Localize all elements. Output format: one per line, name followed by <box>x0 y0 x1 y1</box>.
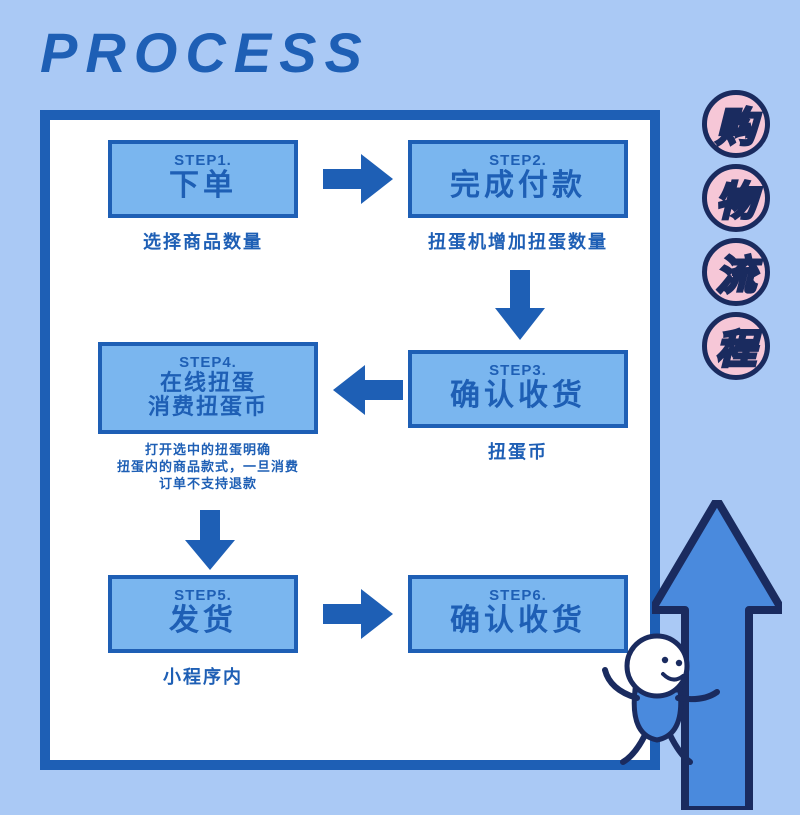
step-2-label: STEP2. <box>416 152 620 169</box>
step-3-caption: 扭蛋币 <box>408 438 628 464</box>
step-4-label: STEP4. <box>106 354 310 371</box>
badge-char: 程 <box>702 312 770 380</box>
badge-char: 购 <box>702 90 770 158</box>
step-6-main: 确认收货 <box>416 604 620 637</box>
badge-char: 物 <box>702 164 770 232</box>
step-1-box: STEP1. 下单 <box>108 140 298 218</box>
step-4-caption: 打开选中的扭蛋明确扭蛋内的商品款式，一旦消费订单不支持退款 <box>78 442 338 493</box>
step-3-box: STEP3. 确认收货 <box>408 350 628 428</box>
step-1-main: 下单 <box>116 169 290 202</box>
badge-char: 流 <box>702 238 770 306</box>
mascot-character-icon <box>595 630 725 770</box>
step-5-box: STEP5. 发货 <box>108 575 298 653</box>
process-frame: STEP1. 下单 选择商品数量 STEP2. 完成付款 扭蛋机增加扭蛋数量 S… <box>40 110 660 770</box>
arrow-down-icon <box>495 270 545 345</box>
step-2-box: STEP2. 完成付款 <box>408 140 628 218</box>
step-2-caption: 扭蛋机增加扭蛋数量 <box>398 228 638 254</box>
page-title: PROCESS <box>40 20 370 85</box>
step-1-caption: 选择商品数量 <box>108 228 298 254</box>
step-1-label: STEP1. <box>116 152 290 169</box>
step-5-caption: 小程序内 <box>108 663 298 689</box>
arrow-left-icon <box>333 365 403 420</box>
step-2-main: 完成付款 <box>416 169 620 202</box>
vertical-label: 购 物 流 程 <box>702 90 770 380</box>
arrow-right-icon <box>323 154 393 209</box>
step-3-main: 确认收货 <box>416 379 620 412</box>
step-4-box: STEP4. 在线扭蛋消费扭蛋币 <box>98 342 318 434</box>
step-4-main: 在线扭蛋消费扭蛋币 <box>106 371 310 419</box>
step-5-main: 发货 <box>116 604 290 637</box>
arrow-right-icon <box>323 589 393 644</box>
step-6-label: STEP6. <box>416 587 620 604</box>
arrow-down-icon <box>185 510 235 575</box>
step-3-label: STEP3. <box>416 362 620 379</box>
step-5-label: STEP5. <box>116 587 290 604</box>
